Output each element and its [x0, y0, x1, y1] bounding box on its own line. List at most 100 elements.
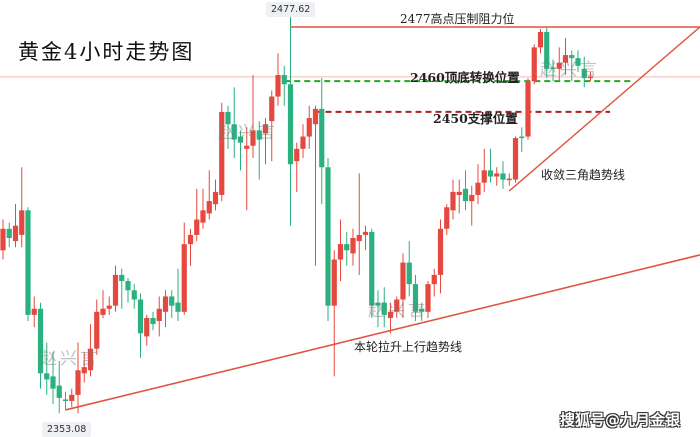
candle — [106, 296, 112, 315]
candle-body — [200, 210, 206, 223]
candle — [244, 127, 250, 211]
candle-body — [244, 145, 250, 149]
candle-body — [550, 67, 556, 69]
candle — [512, 136, 519, 183]
candle — [331, 250, 337, 377]
candle-body — [337, 244, 344, 260]
candle — [150, 311, 156, 331]
candle-body — [350, 238, 356, 254]
candle-body — [50, 376, 56, 389]
candle — [50, 351, 56, 405]
candle-body — [162, 296, 169, 312]
candle-body — [81, 367, 87, 374]
triangle-trendline — [508, 26, 700, 192]
candle — [419, 302, 425, 322]
candle — [375, 290, 381, 328]
candle — [456, 179, 462, 214]
candle-body — [31, 308, 37, 315]
candle-body — [412, 284, 419, 312]
candle-body — [462, 188, 469, 202]
candle — [25, 207, 31, 322]
candle — [544, 27, 550, 79]
candle — [94, 299, 100, 355]
candle-body — [125, 281, 131, 291]
candle — [387, 302, 394, 334]
candle-body — [556, 62, 562, 69]
candle — [119, 268, 125, 309]
candle-body — [106, 305, 112, 309]
candle-body — [394, 299, 400, 312]
candle — [381, 287, 387, 328]
candle — [169, 290, 175, 318]
candle-body — [231, 124, 237, 140]
candle — [19, 167, 25, 248]
candle — [6, 222, 12, 248]
candle — [225, 105, 231, 149]
candle-body — [500, 173, 506, 180]
candle — [294, 142, 300, 192]
uptrend-annotation: 本轮拉升上行趋势线 — [354, 340, 463, 354]
candle-body — [306, 118, 312, 137]
candle-body — [300, 136, 306, 149]
watermark: 赵兴言 — [40, 349, 100, 369]
candle-body — [250, 130, 256, 146]
candle — [325, 158, 331, 322]
candle — [337, 219, 344, 282]
candle-body — [175, 302, 181, 312]
candle — [356, 173, 362, 275]
candle — [469, 185, 475, 226]
candle-body — [212, 191, 219, 205]
candle — [37, 302, 44, 389]
candle — [144, 314, 150, 346]
brand-watermark: 搜狐号@九月金银 — [560, 411, 681, 429]
candle — [75, 342, 81, 414]
candle-body — [0, 228, 6, 251]
candle-body — [587, 76, 594, 79]
candle-body — [431, 274, 437, 285]
candle-body — [137, 299, 144, 334]
candle — [344, 231, 350, 266]
candle-body — [69, 394, 75, 401]
candle-body — [19, 210, 25, 235]
candle — [312, 105, 319, 266]
candle — [12, 204, 19, 248]
candle — [494, 167, 500, 186]
candle-body — [269, 96, 275, 122]
candle — [431, 268, 437, 297]
watermark: 赵兴言 — [218, 123, 278, 143]
candle-body — [275, 75, 281, 97]
watermark: 赵兴言 — [540, 60, 600, 80]
candle — [300, 124, 306, 159]
candle — [281, 65, 287, 106]
candle-body — [512, 138, 519, 180]
candle-body — [112, 274, 119, 306]
candle — [569, 50, 575, 82]
candle-body — [237, 136, 244, 143]
candle — [487, 148, 494, 183]
candle — [462, 170, 469, 211]
candle-body — [400, 262, 406, 300]
candle — [56, 361, 62, 414]
candle — [319, 78, 325, 205]
candle — [237, 130, 244, 171]
candle-body — [94, 311, 100, 349]
candle — [131, 284, 137, 309]
candle — [87, 324, 94, 377]
candle — [137, 293, 144, 358]
candle-body — [312, 108, 319, 125]
candle — [550, 59, 556, 82]
candle — [181, 222, 187, 315]
candle-body — [575, 58, 581, 66]
candle — [394, 296, 400, 318]
candle — [187, 228, 194, 266]
candle — [400, 253, 406, 318]
candle — [350, 228, 356, 266]
candle-body — [456, 191, 462, 195]
candle-body — [144, 317, 150, 337]
candle-body — [62, 399, 69, 401]
candle — [481, 148, 487, 192]
high-price-label: 2477.62 — [266, 2, 316, 17]
candle-body — [56, 385, 62, 398]
candle-body — [356, 234, 362, 242]
